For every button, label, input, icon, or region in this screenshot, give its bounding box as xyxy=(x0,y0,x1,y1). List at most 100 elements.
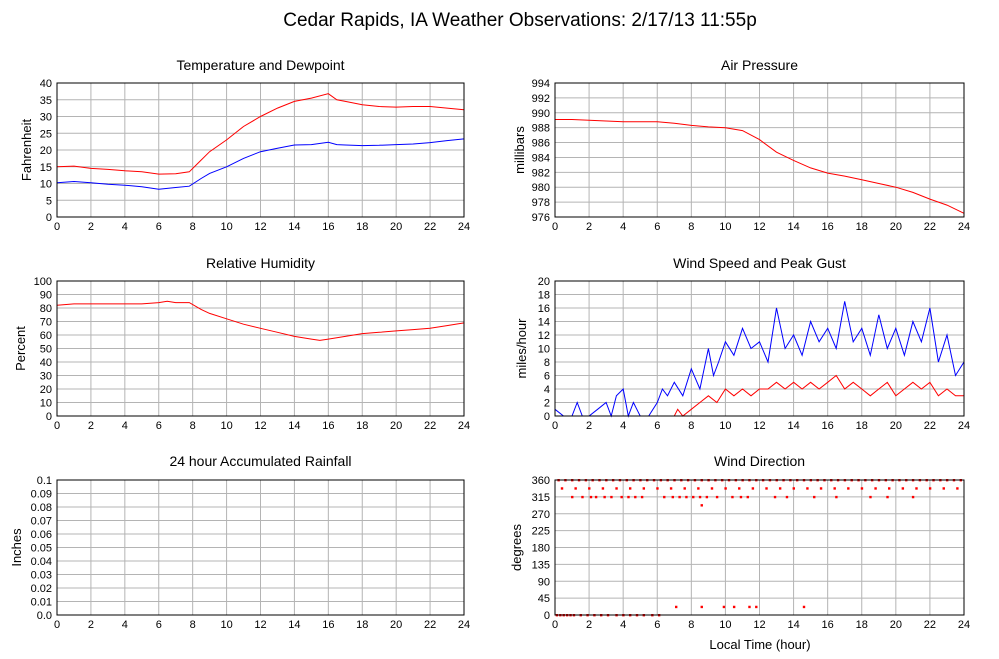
humidity-y-tick-label: 50 xyxy=(40,344,52,356)
wind_direction-point xyxy=(698,495,702,499)
pressure-y-tick-label: 980 xyxy=(532,182,550,194)
wind_direction-y-tick-label: 0 xyxy=(544,610,550,622)
wind_direction-point xyxy=(692,495,695,499)
wind_direction-point xyxy=(833,487,836,490)
humidity-y-tick-label: 0 xyxy=(46,411,52,423)
humidity-y-tick-label: 100 xyxy=(34,276,52,288)
rainfall-y-tick-label: 0.04 xyxy=(31,556,52,568)
wind_direction-point xyxy=(671,495,674,499)
wind_direction-point xyxy=(901,487,905,490)
pressure-x-tick-label: 0 xyxy=(552,221,558,233)
temperature-x-tick-label: 18 xyxy=(356,221,368,233)
rainfall-x-tick-label: 8 xyxy=(190,619,196,631)
wind_direction-point xyxy=(731,495,734,499)
wind_direction-point xyxy=(956,487,959,490)
wind_direction-point xyxy=(806,487,809,490)
wind_direction-x-tick-label: 12 xyxy=(753,619,765,631)
wind_direction-point xyxy=(560,487,564,490)
temperature-x-tick-label: 24 xyxy=(458,221,470,233)
wind_direction-point xyxy=(594,495,598,499)
pressure-x-tick-label: 10 xyxy=(719,221,731,233)
rainfall-x-tick-label: 20 xyxy=(390,619,402,631)
wind_direction-point xyxy=(802,605,806,609)
wind_direction-y-tick-label: 135 xyxy=(532,559,550,571)
wind_direction-x-tick-label: 16 xyxy=(822,619,834,631)
wind_direction-x-tick-label: 20 xyxy=(890,619,902,631)
wind_direction-point xyxy=(574,487,577,490)
temperature-y-axis-label: Fahrenheit xyxy=(19,119,34,182)
rainfall-y-tick-label: 0.06 xyxy=(31,529,52,541)
page-title: Cedar Rapids, IA Weather Observations: 2… xyxy=(283,10,757,31)
wind_direction-point xyxy=(715,495,719,499)
wind_direction-point xyxy=(748,605,751,609)
humidity-y-tick-label: 80 xyxy=(40,303,52,315)
wind_direction-point xyxy=(642,487,646,490)
rainfall-y-tick-label: 0.02 xyxy=(31,583,52,595)
wind_direction-point xyxy=(819,487,823,490)
temperature-x-tick-label: 8 xyxy=(190,221,196,233)
wind_direction-y-tick-label: 45 xyxy=(538,593,550,605)
wind_speed-y-tick-label: 8 xyxy=(544,357,550,369)
wind_direction-point xyxy=(773,495,777,499)
rainfall-x-tick-label: 0 xyxy=(54,619,60,631)
wind_direction-point xyxy=(942,487,945,490)
wind_direction-x-tick-label: 0 xyxy=(552,619,558,631)
rainfall-x-tick-label: 10 xyxy=(220,619,232,631)
wind_direction-point xyxy=(813,495,816,499)
humidity-x-tick-label: 24 xyxy=(458,420,470,432)
temperature-x-tick-label: 0 xyxy=(54,221,60,233)
humidity-x-tick-label: 6 xyxy=(156,420,162,432)
rainfall-x-tick-label: 14 xyxy=(288,619,300,631)
humidity-x-tick-label: 22 xyxy=(424,420,436,432)
wind_direction-y-tick-label: 360 xyxy=(532,475,550,487)
wind_direction-point xyxy=(601,487,605,490)
wind_direction-point xyxy=(603,495,606,499)
wind_speed-y-tick-label: 4 xyxy=(544,384,550,396)
humidity-y-tick-label: 70 xyxy=(40,317,52,329)
rainfall-y-axis-label: Inches xyxy=(9,528,24,567)
wind_direction-point xyxy=(765,487,768,490)
wind_speed-y-tick-label: 14 xyxy=(538,317,550,329)
wind_direction-frame xyxy=(554,479,965,616)
humidity-title: Relative Humidity xyxy=(206,255,315,271)
wind_direction-point xyxy=(589,495,593,499)
wind_direction-point xyxy=(724,487,727,490)
rainfall-y-tick-label: 0.03 xyxy=(31,570,52,582)
wind_direction-x-tick-label: 14 xyxy=(787,619,799,631)
wind_direction-y-tick-label: 315 xyxy=(532,492,550,504)
wind_direction-x-tick-label: 6 xyxy=(654,619,660,631)
temperature-y-tick-label: 20 xyxy=(40,145,52,157)
wind_direction-point xyxy=(683,487,686,490)
wind_direction-point xyxy=(634,495,637,499)
wind_direction-point xyxy=(778,487,782,490)
wind_direction-point xyxy=(738,487,741,490)
temperature-x-tick-label: 4 xyxy=(122,221,128,233)
wind_direction-y-axis-label: degrees xyxy=(509,524,524,571)
temperature-x-tick-label: 22 xyxy=(424,221,436,233)
pressure-y-tick-label: 994 xyxy=(532,78,550,90)
rainfall-x-tick-label: 16 xyxy=(322,619,334,631)
wind_direction-point xyxy=(785,495,789,499)
wind_direction-y-tick-label: 225 xyxy=(532,526,550,538)
pressure-x-tick-label: 8 xyxy=(688,221,694,233)
wind_speed-x-tick-label: 6 xyxy=(654,420,660,432)
wind_direction-point xyxy=(911,495,915,499)
wind_direction-point xyxy=(620,495,623,499)
wind_direction-point xyxy=(656,487,659,490)
pressure-y-tick-label: 990 xyxy=(532,108,550,120)
temperature-x-tick-label: 12 xyxy=(254,221,266,233)
wind_direction-point xyxy=(571,495,574,499)
wind_direction-point xyxy=(640,495,644,499)
humidity-y-tick-label: 30 xyxy=(40,371,52,383)
wind_direction-point xyxy=(888,487,891,490)
temperature-y-tick-label: 15 xyxy=(40,162,52,174)
humidity-x-tick-label: 14 xyxy=(288,420,300,432)
humidity-x-tick-label: 16 xyxy=(322,420,334,432)
pressure-y-tick-label: 988 xyxy=(532,123,550,135)
rainfall-y-tick-label: 0.0 xyxy=(37,610,52,622)
wind_direction-point xyxy=(615,487,618,490)
wind_direction-point xyxy=(663,495,666,499)
rainfall-y-tick-label: 0.1 xyxy=(37,475,52,487)
wind_direction-point xyxy=(678,495,681,499)
